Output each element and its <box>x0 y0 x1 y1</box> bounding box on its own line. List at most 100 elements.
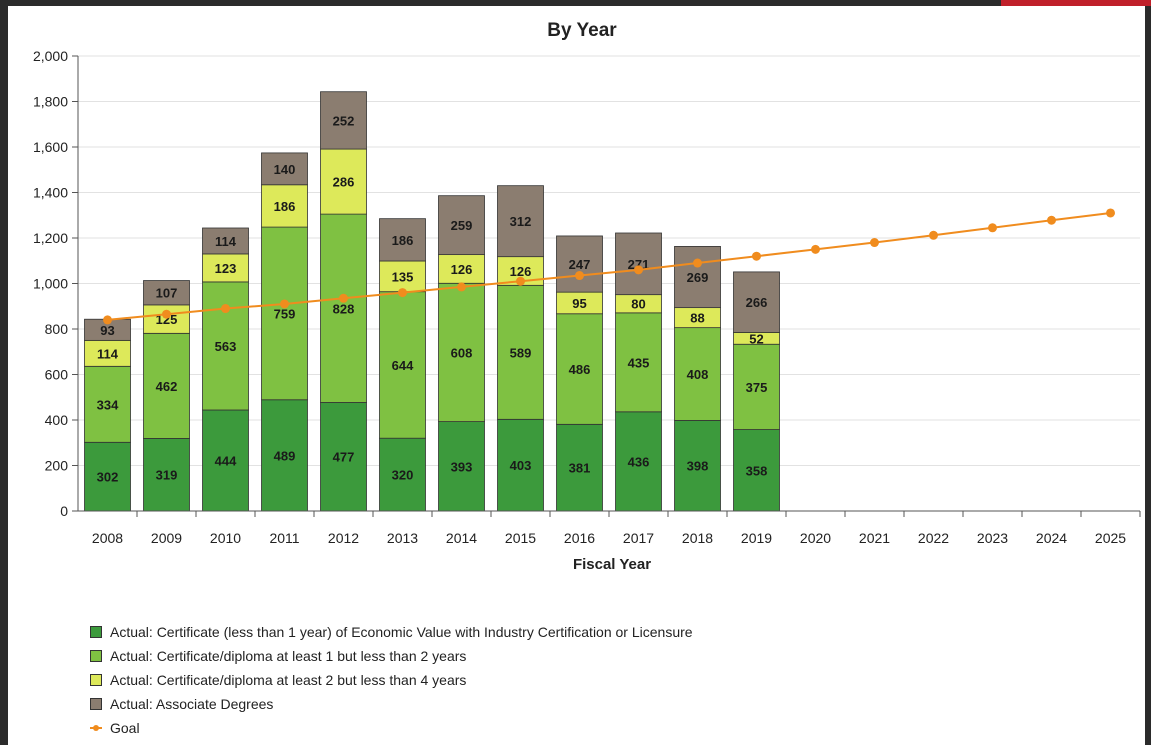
goal-point <box>162 309 171 319</box>
goal-point <box>398 288 407 298</box>
data-label: 259 <box>451 218 473 233</box>
axes: 0 200 400 600 800 1,000 1,200 1,400 1,600 1,800 2,… <box>33 48 1141 546</box>
bar-segment <box>320 213 367 403</box>
x-tick-label: 2014 <box>446 530 477 546</box>
data-label: 644 <box>392 358 414 373</box>
data-label: 435 <box>628 355 650 370</box>
bar-segment <box>556 235 603 293</box>
bar-segment <box>143 280 190 306</box>
data-label: 93 <box>100 323 114 338</box>
grid <box>78 55 1140 466</box>
data-label: 589 <box>510 345 532 360</box>
legend-swatch <box>90 626 102 638</box>
data-label: 269 <box>687 270 709 285</box>
goal-point <box>929 230 938 240</box>
goal-point <box>752 251 761 261</box>
y-tick-label: 1,800 <box>33 94 68 110</box>
goal-point <box>870 238 879 248</box>
bar-segment <box>674 420 721 512</box>
y-tick-label: 1,400 <box>33 185 68 201</box>
data-label: 403 <box>510 458 532 473</box>
x-tick-label: 2015 <box>505 530 536 546</box>
legend-label: Actual: Certificate/diploma at least 1 b… <box>110 648 467 664</box>
bar-segment <box>379 291 426 439</box>
data-label: 312 <box>510 214 532 229</box>
data-label: 107 <box>156 286 178 301</box>
data-label: 80 <box>631 297 645 312</box>
bars: 302 334 114 93 319 462 125 107 444 563 123 114 489 75… <box>84 91 780 512</box>
goal-point <box>221 304 230 314</box>
goal-point <box>1047 215 1056 225</box>
bar-segment <box>84 441 131 512</box>
data-label: 393 <box>451 459 473 474</box>
bar-segment <box>202 281 249 411</box>
goal-point <box>339 293 348 303</box>
x-tick-label: 2023 <box>977 530 1008 546</box>
goal-point <box>280 299 289 309</box>
legend-item-series-3: Actual: Associate Degrees <box>90 692 693 716</box>
y-tick-label: 0 <box>60 503 68 519</box>
top-bar-accent <box>1001 0 1151 6</box>
bar-segment <box>674 246 721 309</box>
legend-label: Actual: Certificate (less than 1 year) o… <box>110 624 693 640</box>
bar-segment <box>674 327 721 421</box>
bar-segment <box>320 91 367 150</box>
data-label: 266 <box>746 295 768 310</box>
x-tick-label: 2022 <box>918 530 949 546</box>
x-tick-label: 2016 <box>564 530 595 546</box>
bar-segment <box>497 284 544 420</box>
bar-segment <box>202 227 249 255</box>
bar-segment <box>379 218 426 262</box>
y-tick-label: 200 <box>45 458 69 474</box>
data-label: 759 <box>274 306 296 321</box>
bar-segment <box>143 304 190 334</box>
y-tick-label: 1,600 <box>33 139 68 155</box>
x-tick-label: 2020 <box>800 530 831 546</box>
bar-segment <box>261 152 308 186</box>
x-tick-label: 2017 <box>623 530 654 546</box>
data-label: 95 <box>572 296 586 311</box>
data-label: 126 <box>510 264 532 279</box>
bar-segment <box>556 423 603 512</box>
bar-segment <box>733 343 780 430</box>
data-label: 334 <box>97 397 119 412</box>
x-tick-label: 2010 <box>210 530 241 546</box>
bar-segment <box>497 418 544 512</box>
goal-point <box>988 223 997 233</box>
legend-swatch <box>90 698 102 710</box>
goal-point <box>693 258 702 268</box>
data-label: 302 <box>97 470 119 485</box>
data-label: 398 <box>687 459 709 474</box>
data-label: 462 <box>156 379 178 394</box>
data-label: 286 <box>333 175 355 190</box>
bar-segment <box>202 253 249 283</box>
bar-segment <box>438 195 485 256</box>
bar-segment <box>261 184 308 228</box>
bar-segment <box>320 148 367 215</box>
bar-segment <box>143 332 190 439</box>
data-label: 186 <box>392 233 414 248</box>
goal-point <box>811 244 820 254</box>
bar-segment <box>556 313 603 425</box>
data-label: 123 <box>215 261 237 276</box>
stacked-bar-chart: By Year Fiscal Year 302 334 114 93 319 462 125… <box>33 20 1141 573</box>
data-label: 125 <box>156 312 178 327</box>
data-label: 486 <box>569 362 591 377</box>
legend-label: Goal <box>110 720 140 736</box>
goal-point <box>103 315 112 325</box>
goal-point <box>1106 208 1115 218</box>
x-axis-label: Fiscal Year <box>573 556 651 573</box>
x-tick-label: 2013 <box>387 530 418 546</box>
x-tick-label: 2012 <box>328 530 359 546</box>
bar-segment <box>497 185 544 258</box>
data-label: 381 <box>569 461 591 476</box>
legend-item-series-0: Actual: Certificate (less than 1 year) o… <box>90 620 693 644</box>
x-tick-label: 2018 <box>682 530 713 546</box>
data-label: 408 <box>687 367 709 382</box>
legend-item-series-2: Actual: Certificate/diploma at least 2 b… <box>90 668 693 692</box>
y-tick-label: 2,000 <box>33 48 68 64</box>
data-label: 252 <box>333 113 355 128</box>
bar-segment <box>733 271 780 333</box>
data-label: 52 <box>749 331 763 346</box>
legend-item-goal: Goal <box>90 716 693 740</box>
